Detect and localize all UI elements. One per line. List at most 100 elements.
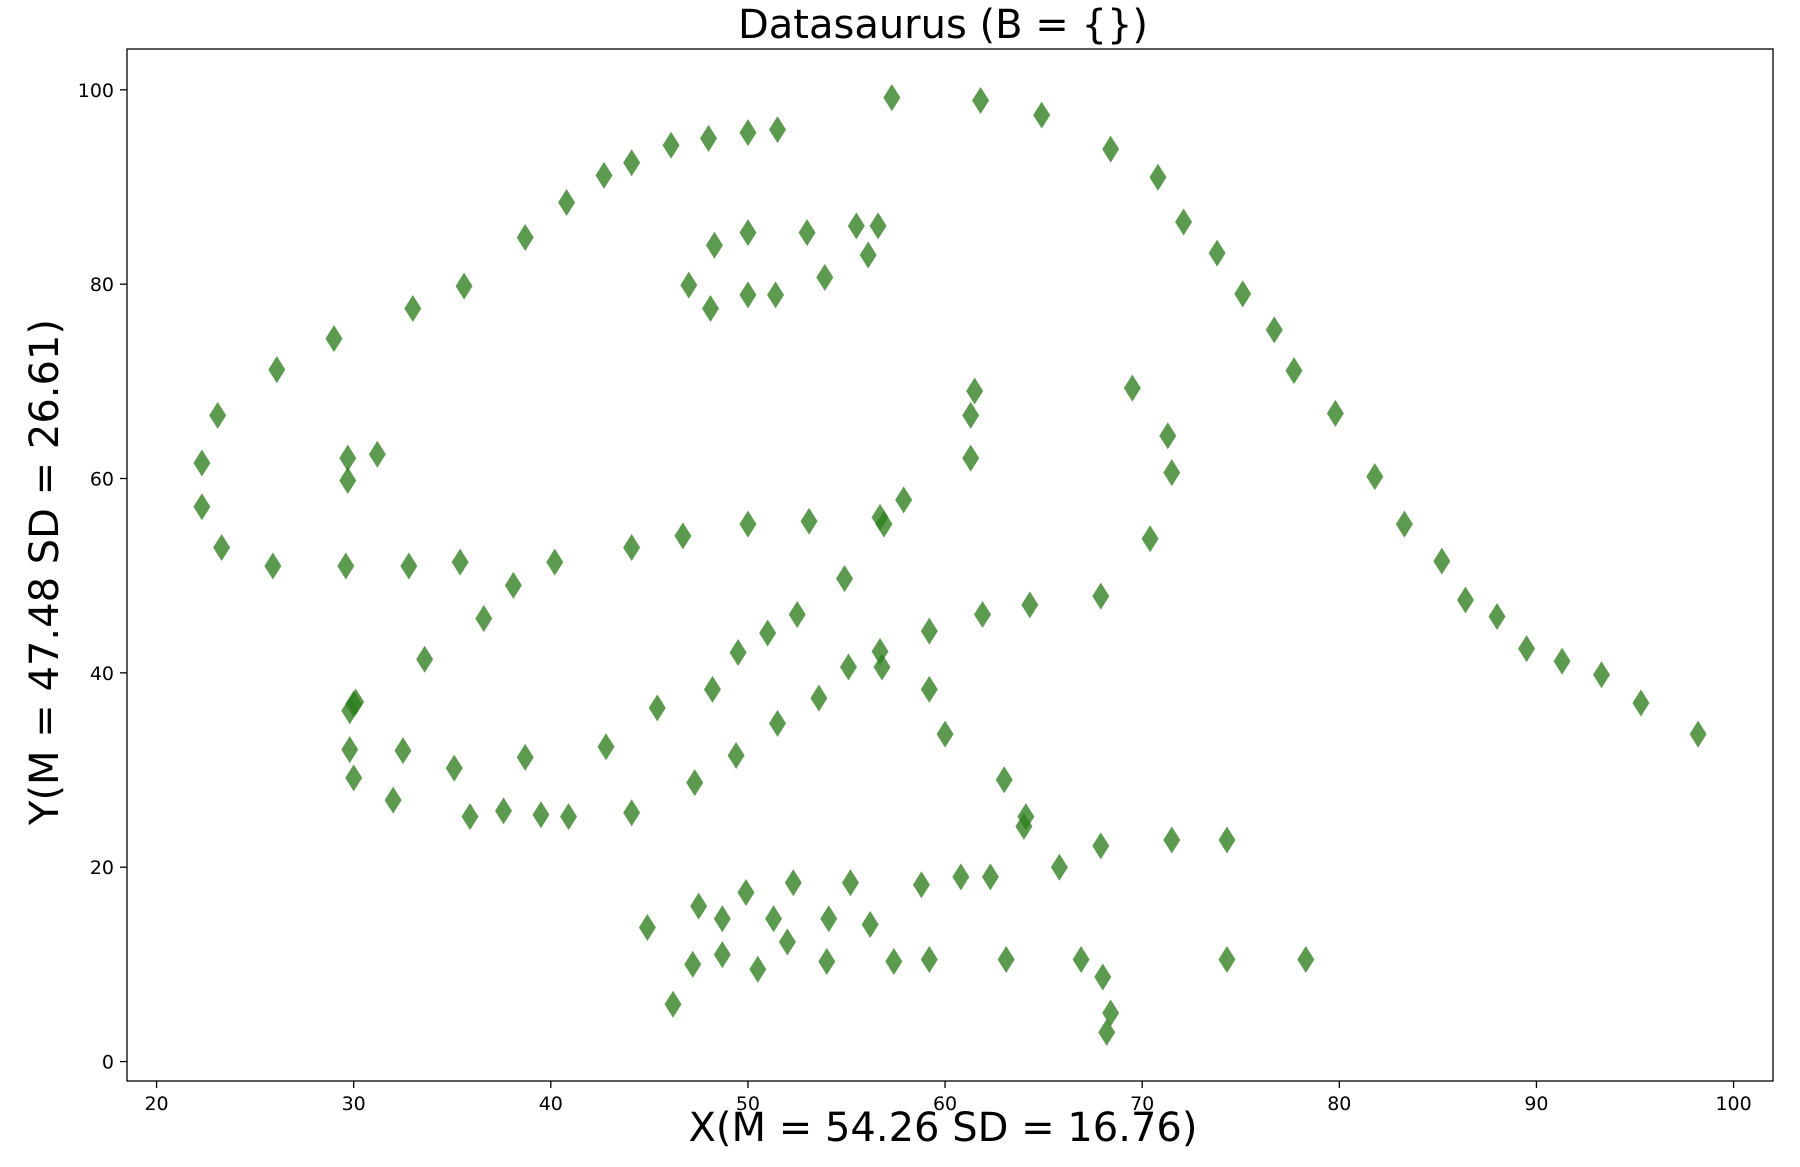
data-point-marker (816, 263, 834, 291)
data-point-marker (400, 552, 418, 580)
data-point-marker (1366, 463, 1384, 491)
y-tick-label: 40 (90, 663, 114, 685)
data-point-marker (597, 733, 615, 761)
y-tick-label: 80 (90, 274, 114, 296)
x-tick-label: 80 (1327, 1093, 1351, 1115)
data-point-marker (623, 534, 641, 562)
data-point-marker (1234, 280, 1252, 308)
data-point-marker (974, 601, 992, 629)
data-point-marker (962, 444, 980, 472)
data-point-marker (1102, 135, 1120, 163)
data-point-marker (836, 565, 854, 593)
data-point-marker (532, 801, 550, 829)
data-point-marker (193, 449, 211, 477)
data-point-marker (1265, 316, 1283, 344)
chart-title: Datasaurus (B = {}) (738, 2, 1148, 48)
data-point-marker (1689, 720, 1707, 748)
data-point-marker (727, 741, 745, 769)
data-point-marker (1163, 459, 1181, 487)
data-point-marker (952, 863, 970, 891)
data-point-marker (558, 189, 576, 217)
data-point-marker (690, 892, 708, 920)
data-point-marker (839, 653, 857, 681)
data-point-marker (739, 281, 757, 309)
data-point-marker (778, 928, 796, 956)
data-point-marker (895, 486, 913, 514)
data-point-marker (1092, 582, 1110, 610)
data-point-marker (325, 325, 343, 353)
data-point-marker (516, 224, 534, 252)
data-point-marker (416, 645, 434, 673)
data-point-marker (623, 149, 641, 177)
data-point-marker (1072, 946, 1090, 974)
data-point-marker (920, 675, 938, 703)
data-point-marker (739, 119, 757, 147)
data-point-marker (384, 786, 402, 814)
data-point-marker (737, 878, 755, 906)
data-point-marker (759, 619, 777, 647)
data-point-marker (703, 675, 721, 703)
data-point-marker (347, 688, 365, 716)
data-point-marker (638, 913, 656, 941)
data-point-marker (337, 552, 355, 580)
data-point-marker (595, 161, 613, 189)
data-point-marker (729, 638, 747, 666)
data-point-marker (516, 743, 534, 771)
x-tick-label: 70 (1130, 1093, 1154, 1115)
data-point-marker (686, 769, 704, 797)
data-point-marker (1297, 946, 1315, 974)
data-point-marker (861, 911, 879, 939)
data-point-marker (981, 863, 999, 891)
data-point-marker (1094, 963, 1112, 991)
data-point-marker (662, 131, 680, 159)
data-point-marker (648, 694, 666, 722)
data-point-marker (749, 955, 767, 983)
data-point-marker (341, 736, 359, 764)
data-point-marker (1632, 689, 1650, 717)
data-point-marker (560, 803, 578, 831)
data-point-marker (1149, 163, 1167, 191)
data-point-marker (962, 401, 980, 429)
y-tick-label: 20 (90, 857, 114, 879)
data-point-marker (268, 356, 286, 384)
x-tick-label: 30 (342, 1093, 366, 1115)
data-point-marker (873, 653, 891, 681)
data-point-marker (345, 764, 363, 792)
y-tick-label: 60 (90, 469, 114, 491)
data-point-marker (1141, 525, 1159, 553)
data-point-marker (1208, 239, 1226, 267)
data-point-marker (810, 684, 828, 712)
data-point-marker (920, 617, 938, 645)
data-point-marker (1163, 826, 1181, 854)
data-point-marker (875, 510, 893, 538)
data-point-marker (1518, 635, 1536, 663)
data-point-marker (368, 440, 386, 468)
data-point-marker (455, 272, 473, 300)
data-point-marker (818, 947, 836, 975)
data-point-marker (1488, 603, 1506, 631)
data-point-marker (883, 84, 901, 112)
data-point-marker (769, 709, 787, 737)
data-point-marker (885, 947, 903, 975)
data-point-marker (1456, 586, 1474, 614)
data-point-marker (713, 905, 731, 933)
data-point-marker (798, 219, 816, 247)
data-point-marker (936, 720, 954, 748)
y-axis-ticks: 0 20 40 60 80 100 (78, 80, 127, 1074)
data-point-marker (847, 212, 865, 240)
data-point-marker (1553, 647, 1571, 675)
data-point-marker (966, 377, 984, 405)
x-axis-label: X(M = 54.26 SD = 16.76) (689, 1105, 1198, 1151)
y-tick-label: 0 (102, 1052, 114, 1074)
data-point-marker (739, 510, 757, 538)
data-point-marker (1033, 101, 1051, 129)
x-axis-ticks: 20 30 40 50 60 70 80 90 100 (144, 1081, 1752, 1115)
y-tick-label: 100 (78, 80, 114, 102)
data-point-marker (701, 294, 719, 322)
data-point-marker (713, 941, 731, 969)
data-point-marker (664, 990, 682, 1018)
data-point-marker (820, 905, 838, 933)
data-point-marker (404, 294, 422, 322)
